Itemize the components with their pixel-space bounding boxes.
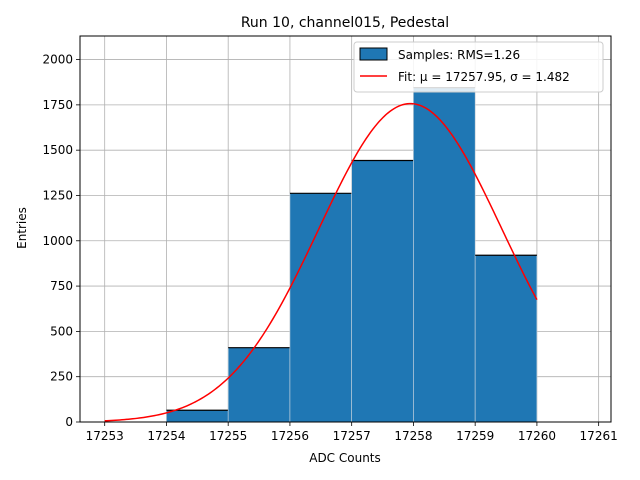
y-tick-label: 1250: [42, 188, 73, 202]
y-tick-label: 1750: [42, 98, 73, 112]
histogram-bars: [166, 87, 538, 423]
x-axis-ticks: 17253 17254 17255 17256 17257 17258 17259 17260…: [86, 422, 618, 443]
y-tick-label: 0: [65, 415, 73, 429]
legend-label-fit: Fit: μ = 17257.95, σ = 1.482: [398, 70, 570, 84]
histogram-bar: [413, 87, 476, 423]
y-axis-ticks: 0 250 500 750 1000 1250 1500 1750 2000: [42, 53, 80, 429]
histogram-bar: [351, 160, 414, 423]
y-tick-label: 2000: [42, 53, 73, 67]
legend: Samples: RMS=1.26 Fit: μ = 17257.95, σ =…: [353, 41, 604, 93]
y-tick-label: 1500: [42, 143, 73, 157]
y-tick-label: 1000: [42, 234, 73, 248]
y-tick-label: 250: [50, 370, 73, 384]
x-tick-label: 17255: [209, 429, 247, 443]
x-tick-label: 17259: [456, 429, 494, 443]
chart-title: Run 10, channel015, Pedestal: [241, 15, 449, 31]
y-axis-label: Entries: [15, 207, 29, 249]
legend-swatch-samples: [359, 47, 388, 61]
legend-box: [353, 41, 604, 93]
x-tick-label: 17254: [147, 429, 185, 443]
x-tick-label: 17253: [86, 429, 124, 443]
x-tick-label: 17257: [333, 429, 371, 443]
x-tick-label: 17261: [580, 429, 618, 443]
fit-curve: [104, 102, 538, 422]
x-tick-label: 17256: [271, 429, 309, 443]
legend-label-samples: Samples: RMS=1.26: [398, 48, 520, 62]
histogram-bar: [474, 254, 538, 423]
x-axis-label: ADC Counts: [309, 451, 381, 465]
histogram-bar: [227, 347, 291, 423]
histogram-bar: [166, 409, 229, 423]
histogram-bar: [289, 192, 352, 423]
plot-frame: [79, 35, 612, 423]
x-tick-label: 17258: [394, 429, 432, 443]
y-tick-label: 500: [50, 324, 73, 338]
y-tick-label: 750: [50, 279, 73, 293]
x-tick-label: 17260: [518, 429, 556, 443]
